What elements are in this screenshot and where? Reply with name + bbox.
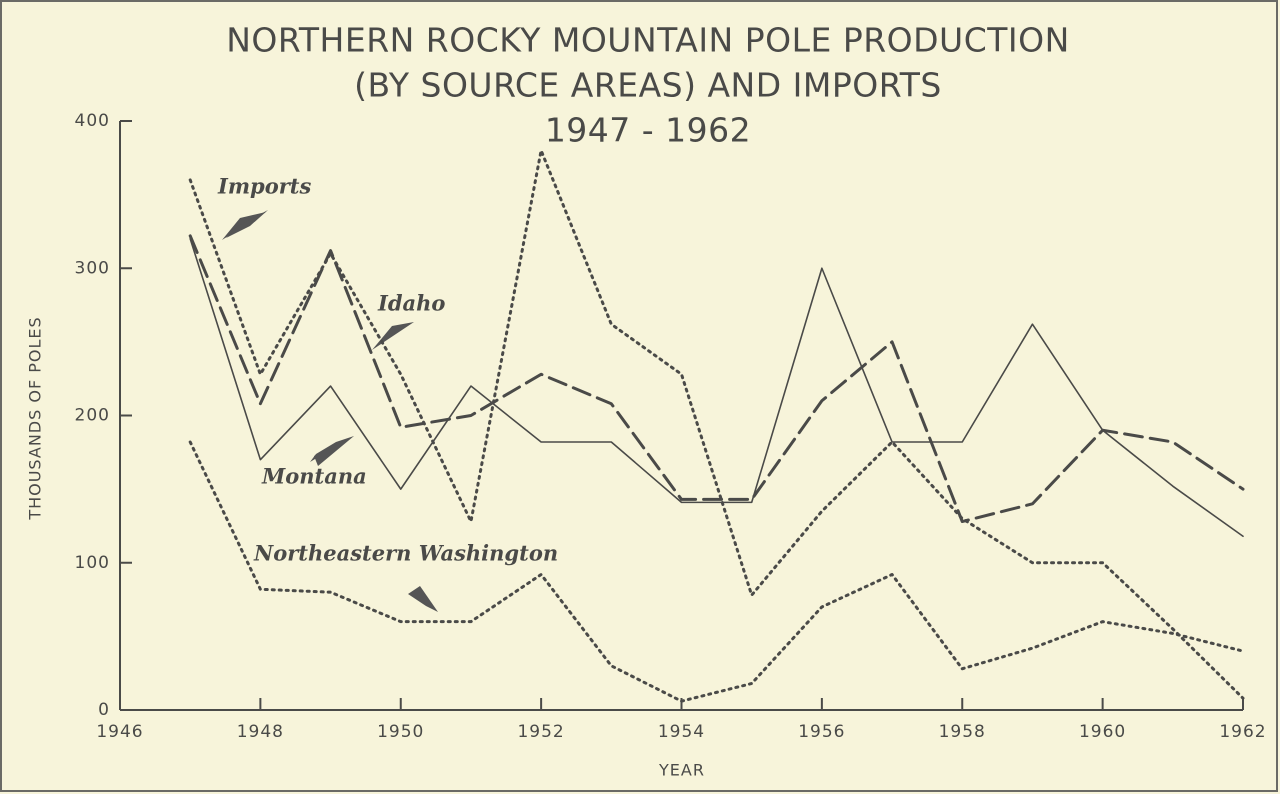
line-series bbox=[188, 148, 1245, 700]
x-tick-label: 1962 bbox=[1219, 722, 1266, 742]
arrow bbox=[314, 436, 354, 466]
y-tick-label: 300 bbox=[75, 258, 110, 278]
line-series bbox=[188, 234, 1245, 524]
y-axis-title: THOUSANDS OF POLES bbox=[26, 316, 45, 520]
arrow bbox=[408, 586, 438, 612]
series-label: Northeastern Washington bbox=[253, 541, 558, 566]
chart-title: 1947 - 1962 bbox=[545, 111, 751, 150]
y-tick-label: 200 bbox=[75, 406, 110, 426]
x-tick-label: 1950 bbox=[377, 722, 424, 742]
x-tick-label: 1954 bbox=[658, 722, 705, 742]
x-tick-label: 1960 bbox=[1079, 722, 1126, 742]
chart-title: NORTHERN ROCKY MOUNTAIN POLE PRODUCTION bbox=[226, 21, 1070, 60]
line-series bbox=[188, 440, 1245, 703]
arrow bbox=[226, 210, 268, 238]
y-tick-label: 400 bbox=[75, 111, 110, 131]
x-axis-title: YEAR bbox=[658, 761, 705, 780]
chart-title: (BY SOURCE AREAS) AND IMPORTS bbox=[354, 66, 942, 105]
x-tick-label: 1946 bbox=[96, 722, 143, 742]
y-tick-label: 0 bbox=[98, 700, 110, 720]
series-label: Imports bbox=[217, 174, 311, 199]
x-tick-label: 1952 bbox=[517, 722, 564, 742]
series-label: Idaho bbox=[377, 291, 445, 316]
x-tick-label: 1958 bbox=[939, 722, 986, 742]
y-tick-label: 100 bbox=[75, 553, 110, 573]
series-label: Montana bbox=[261, 464, 367, 489]
x-tick-label: 1956 bbox=[798, 722, 845, 742]
x-tick-label: 1948 bbox=[237, 722, 284, 742]
line-series bbox=[189, 238, 1244, 538]
